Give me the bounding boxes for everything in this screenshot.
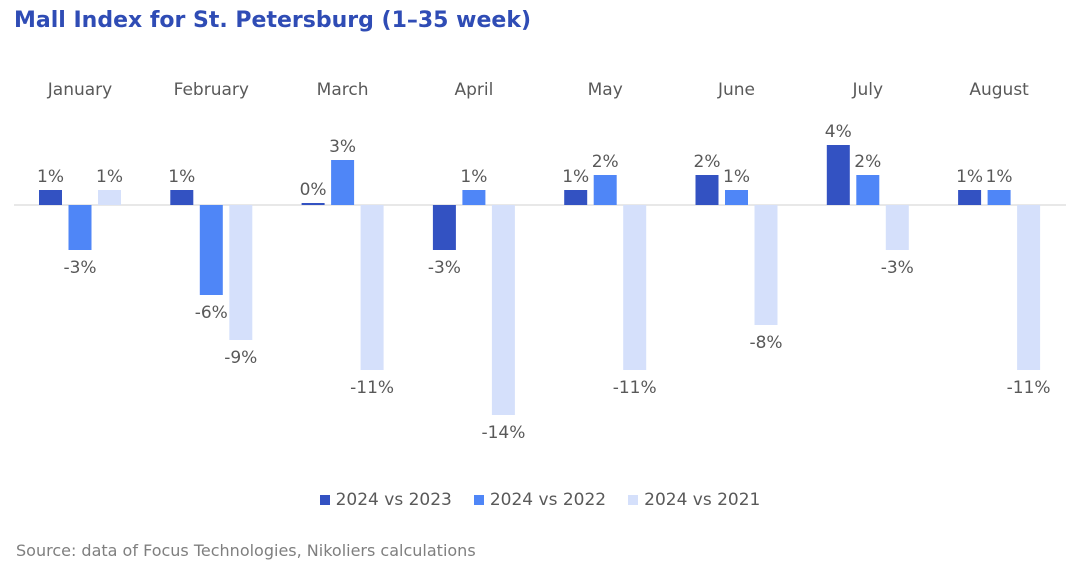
bar <box>564 190 588 205</box>
category-label: February <box>174 80 249 100</box>
data-label: -3% <box>63 258 96 278</box>
bar <box>432 205 456 250</box>
data-label: -8% <box>749 333 782 353</box>
legend-label: 2024 vs 2022 <box>489 490 607 510</box>
bar <box>987 190 1011 205</box>
bar <box>958 190 982 205</box>
data-label: 1% <box>562 167 589 187</box>
data-label: 2% <box>854 152 881 172</box>
legend-item-2024-vs-2021: 2024 vs 2021 <box>628 490 760 510</box>
bar <box>754 205 778 325</box>
chart-title: Mall Index for St. Petersburg (1–35 week… <box>14 8 531 33</box>
data-label: -3% <box>881 258 914 278</box>
legend-label: 2024 vs 2023 <box>335 490 452 510</box>
data-label: 1% <box>723 167 750 187</box>
category-label: July <box>852 80 884 100</box>
bar <box>593 175 617 205</box>
data-label: -11% <box>1007 378 1051 398</box>
bar <box>199 205 223 295</box>
data-label: 3% <box>329 137 356 157</box>
category-label: March <box>317 80 369 100</box>
data-label: 2% <box>694 152 721 172</box>
bar <box>331 160 355 205</box>
bar <box>229 205 253 340</box>
bar <box>98 190 121 205</box>
bar <box>491 205 515 415</box>
data-label: 1% <box>986 167 1013 187</box>
data-label: -9% <box>224 348 257 368</box>
legend-swatch <box>473 495 484 505</box>
bar <box>725 190 748 205</box>
data-label: -3% <box>428 258 461 278</box>
bar <box>462 190 486 205</box>
legend-swatch <box>628 495 639 505</box>
bar <box>1017 205 1041 370</box>
legend: 2024 vs 2023 2024 vs 2022 2024 vs 2021 <box>0 490 1080 510</box>
legend-item-2024-vs-2022: 2024 vs 2022 <box>473 490 607 510</box>
category-label: June <box>717 80 755 100</box>
category-label: May <box>588 80 623 100</box>
category-label: January <box>47 80 112 100</box>
bar <box>170 190 194 205</box>
category-label: August <box>969 80 1029 100</box>
data-label: 4% <box>825 122 852 142</box>
data-label: 0% <box>300 180 327 200</box>
category-label: April <box>454 80 493 100</box>
bar <box>695 175 719 205</box>
bar <box>623 205 647 370</box>
data-label: 1% <box>168 167 195 187</box>
bar <box>826 145 850 205</box>
data-label: -14% <box>481 423 525 443</box>
source-note: Source: data of Focus Technologies, Niko… <box>16 541 476 560</box>
data-label: 1% <box>956 167 983 187</box>
data-label: 1% <box>96 167 123 187</box>
data-label: 1% <box>37 167 64 187</box>
data-label: 2% <box>592 152 619 172</box>
data-label: -11% <box>613 378 657 398</box>
bar <box>39 190 62 205</box>
legend-swatch <box>319 495 330 505</box>
bar <box>301 203 325 205</box>
bar <box>68 205 92 250</box>
bar <box>885 205 909 250</box>
data-label: -11% <box>350 378 394 398</box>
data-label: 1% <box>460 167 487 187</box>
bar <box>360 205 384 370</box>
data-label: -6% <box>195 303 228 323</box>
bar <box>856 175 880 205</box>
legend-label: 2024 vs 2021 <box>644 490 761 510</box>
bar-chart: January 1% -3% 1% February 1% -6% -9% March 0% 3% -… <box>14 80 1066 443</box>
legend-item-2024-vs-2023: 2024 vs 2023 <box>319 490 452 510</box>
